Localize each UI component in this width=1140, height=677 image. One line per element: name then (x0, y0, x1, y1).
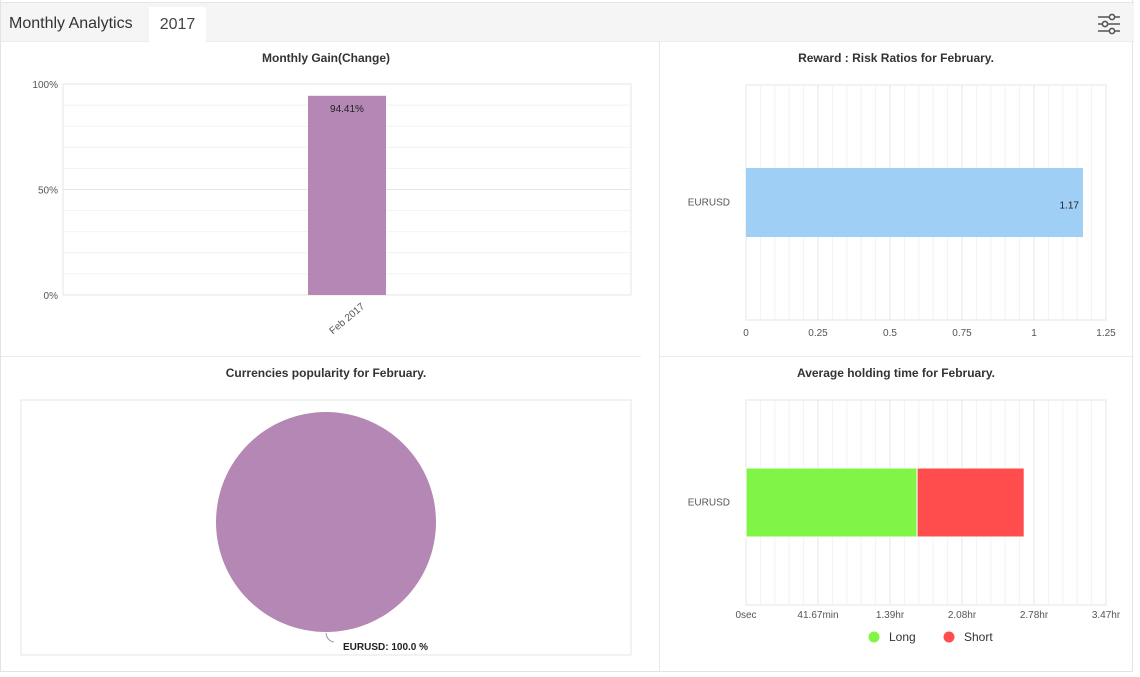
y-category-label: EURUSD (688, 198, 730, 209)
monthly-gain-chart: Monthly Gain(Change) 0% 50% 100% 94.41% Feb … (32, 51, 632, 337)
y-category-label: EURUSD (688, 498, 730, 509)
legend-marker (943, 631, 955, 643)
tab-year-2017[interactable]: 2017 (149, 7, 206, 43)
pie-slice-label: EURUSD: 100.0 % (343, 642, 428, 653)
chart-title: Currencies popularity for February. (226, 366, 427, 380)
legend-label: Short (964, 630, 993, 644)
x-tick-label: 0.5 (883, 328, 897, 339)
reward-risk-chart: Reward : Risk Ratios for February. 0 0.25… (688, 51, 1116, 339)
legend-item-long[interactable]: Long (868, 630, 916, 644)
bar[interactable] (308, 95, 386, 296)
pie-slice[interactable] (216, 412, 436, 632)
settings-button[interactable] (1096, 12, 1122, 36)
widget-header: Monthly Analytics 2017 (1, 2, 1134, 43)
x-tick-label: 2.08hr (948, 610, 977, 621)
currencies-popularity-chart: Currencies popularity for February. EURU… (20, 366, 632, 656)
y-tick-label: 50% (38, 186, 58, 197)
bar[interactable] (746, 168, 1083, 237)
x-tick-label: 0.75 (952, 328, 972, 339)
chart-title: Monthly Gain(Change) (262, 51, 390, 65)
chart-title: Average holding time for February. (797, 366, 995, 380)
chart-title: Reward : Risk Ratios for February. (798, 51, 994, 65)
x-tick-label: Feb 2017 (328, 301, 368, 337)
panel-divider-horizontal-right (660, 356, 1134, 357)
x-tick-label: 2.78hr (1020, 610, 1049, 621)
y-tick-label: 100% (32, 80, 58, 91)
average-holding-time-chart: Average holding time for February. 0sec 4… (688, 366, 1121, 644)
widget-title: Monthly Analytics (9, 15, 133, 32)
x-tick-label: 1.25 (1096, 328, 1116, 339)
x-tick-label: 41.67min (797, 610, 838, 621)
panel-divider-horizontal-left (1, 356, 641, 357)
panel-divider-vertical (659, 42, 660, 672)
x-tick-label: 1.39hr (876, 610, 905, 621)
x-tick-label: 0 (743, 328, 749, 339)
sliders-icon (1098, 13, 1120, 35)
legend-marker (868, 631, 880, 643)
x-tick-label: 1 (1031, 328, 1037, 339)
x-tick-label: 3.47hr (1092, 610, 1121, 621)
bar-value-label: 94.41% (330, 104, 364, 115)
bar-segment-short[interactable] (916, 467, 1025, 538)
legend-item-short[interactable]: Short (943, 630, 994, 644)
legend-label: Long (889, 630, 916, 644)
x-tick-label: 0sec (735, 610, 756, 621)
pie-label-connector (325, 632, 335, 643)
bar-segment-long[interactable] (745, 467, 918, 538)
bar-value-label: 1.17 (1059, 201, 1079, 212)
x-tick-label: 0.25 (808, 328, 828, 339)
y-tick-label: 0% (44, 291, 59, 302)
